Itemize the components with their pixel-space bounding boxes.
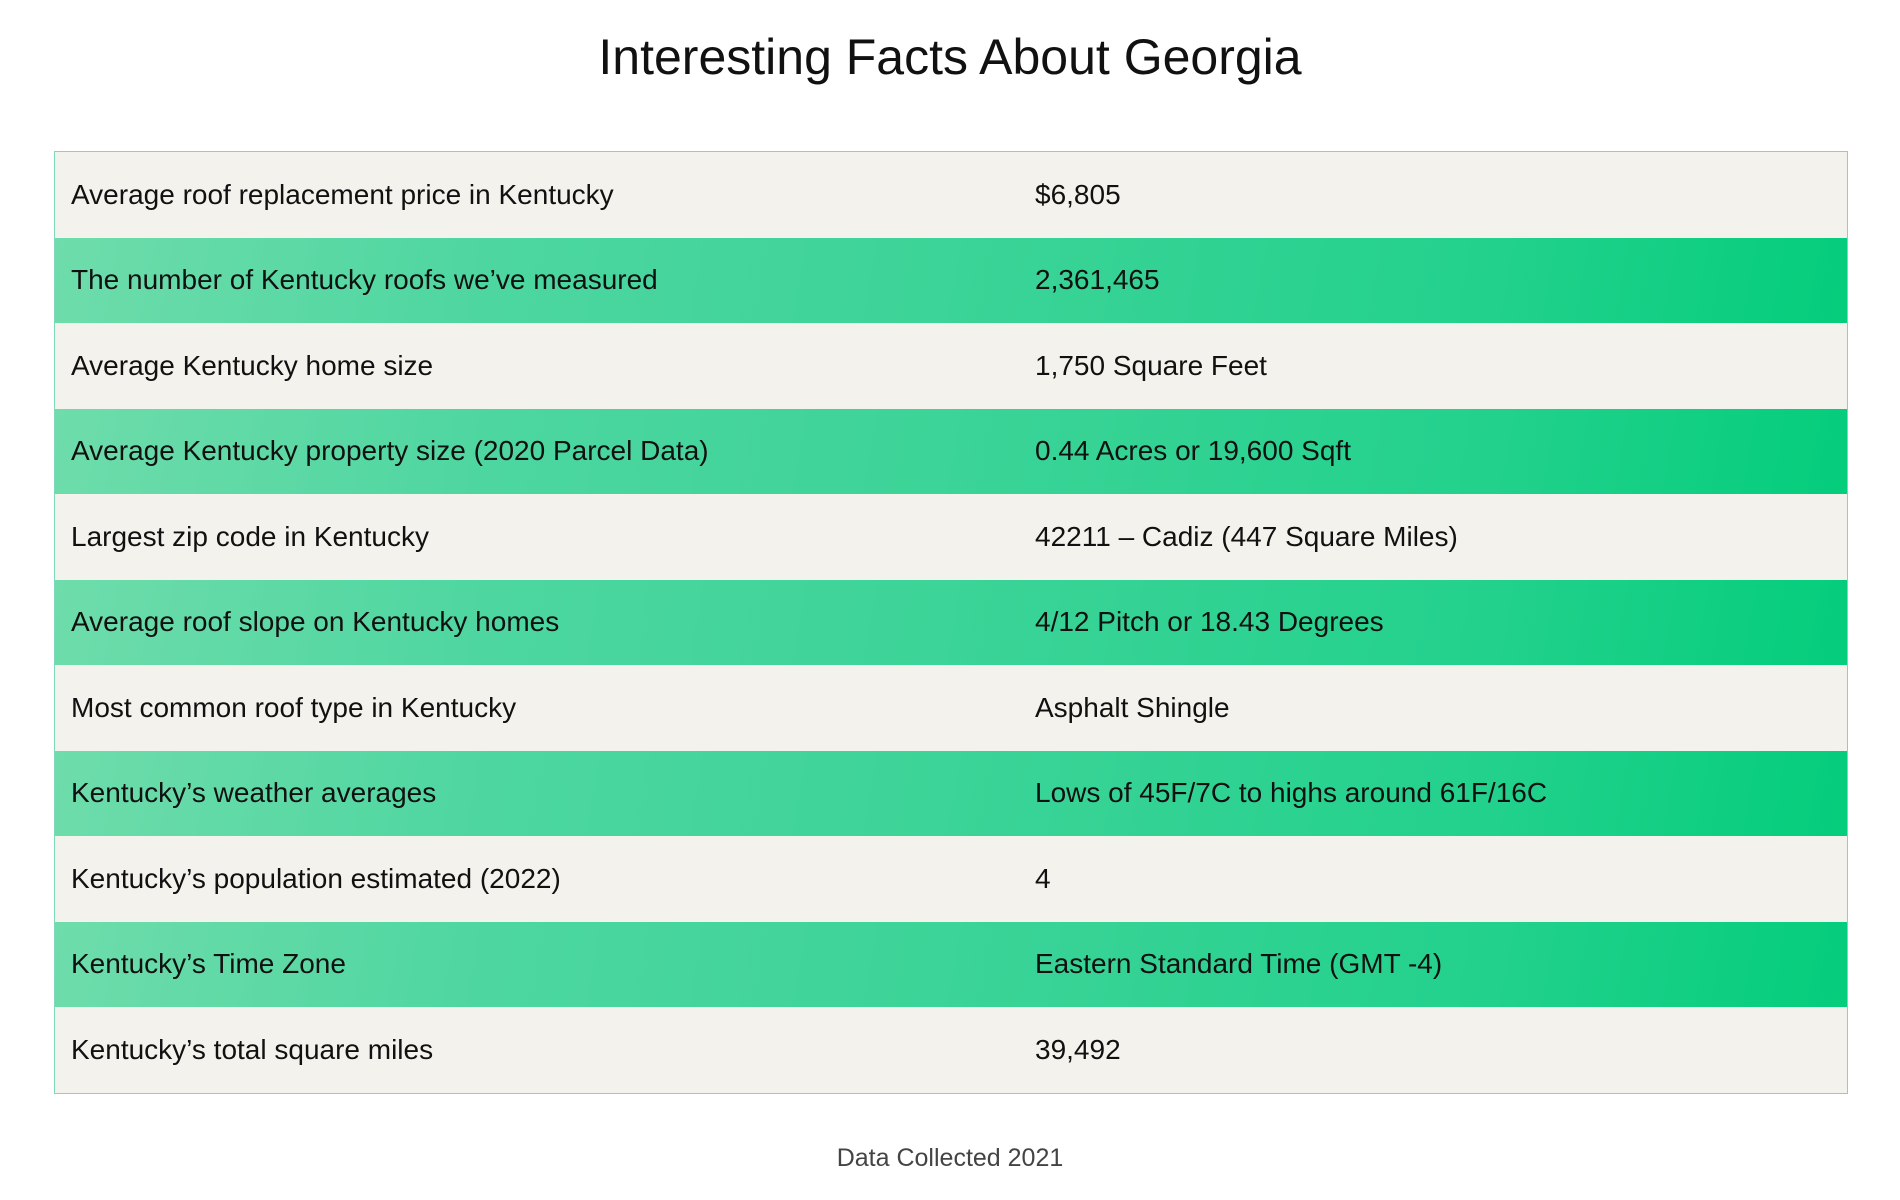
table-row: Kentucky’s Time Zone Eastern Standard Ti…	[55, 921, 1847, 1007]
table-row: Average roof replacement price in Kentuc…	[55, 152, 1847, 238]
fact-value: 0.44 Acres or 19,600 Sqft	[1035, 435, 1351, 467]
fact-label: Average Kentucky home size	[71, 349, 434, 381]
fact-label: Kentucky’s total square miles	[71, 1033, 434, 1065]
fact-value: 2,361,465	[1035, 264, 1160, 296]
table-row: Kentucky’s population estimated (2022) 4	[55, 836, 1847, 922]
table-row: Average Kentucky property size (2020 Par…	[55, 408, 1847, 494]
fact-value: 4/12 Pitch or 18.43 Degrees	[1035, 606, 1384, 638]
fact-label: Largest zip code in Kentucky	[71, 520, 429, 552]
fact-label: Kentucky’s population estimated (2022)	[71, 862, 561, 894]
table-row: Kentucky’s weather averages Lows of 45F/…	[55, 750, 1847, 836]
fact-value: Eastern Standard Time (GMT -4)	[1035, 948, 1443, 980]
fact-value: 42211 – Cadiz (447 Square Miles)	[1035, 520, 1458, 552]
fact-value: 4	[1035, 862, 1051, 894]
table-row: Largest zip code in Kentucky 42211 – Cad…	[55, 494, 1847, 580]
fact-value: 39,492	[1035, 1033, 1121, 1065]
fact-value: Lows of 45F/7C to highs around 61F/16C	[1035, 777, 1548, 809]
fact-label: Average Kentucky property size (2020 Par…	[71, 435, 709, 467]
fact-value: $6,805	[1035, 178, 1121, 210]
facts-table: Average roof replacement price in Kentuc…	[54, 151, 1848, 1094]
table-row: The number of Kentucky roofs we’ve measu…	[55, 237, 1847, 323]
fact-label: The number of Kentucky roofs we’ve measu…	[71, 264, 658, 296]
table-row: Average Kentucky home size 1,750 Square …	[55, 323, 1847, 409]
table-row: Most common roof type in Kentucky Asphal…	[55, 665, 1847, 751]
fact-label: Kentucky’s weather averages	[71, 777, 437, 809]
fact-value: Asphalt Shingle	[1035, 691, 1230, 723]
table-row: Average roof slope on Kentucky homes 4/1…	[55, 579, 1847, 665]
table-row: Kentucky’s total square miles 39,492	[55, 1007, 1847, 1093]
fact-label: Kentucky’s Time Zone	[71, 948, 346, 980]
fact-label: Average roof slope on Kentucky homes	[71, 606, 560, 638]
page-title: Interesting Facts About Georgia	[598, 29, 1302, 85]
fact-value: 1,750 Square Feet	[1035, 349, 1267, 381]
footer-note: Data Collected 2021	[836, 1144, 1064, 1172]
fact-label: Most common roof type in Kentucky	[71, 691, 517, 723]
fact-label: Average roof replacement price in Kentuc…	[71, 178, 614, 210]
